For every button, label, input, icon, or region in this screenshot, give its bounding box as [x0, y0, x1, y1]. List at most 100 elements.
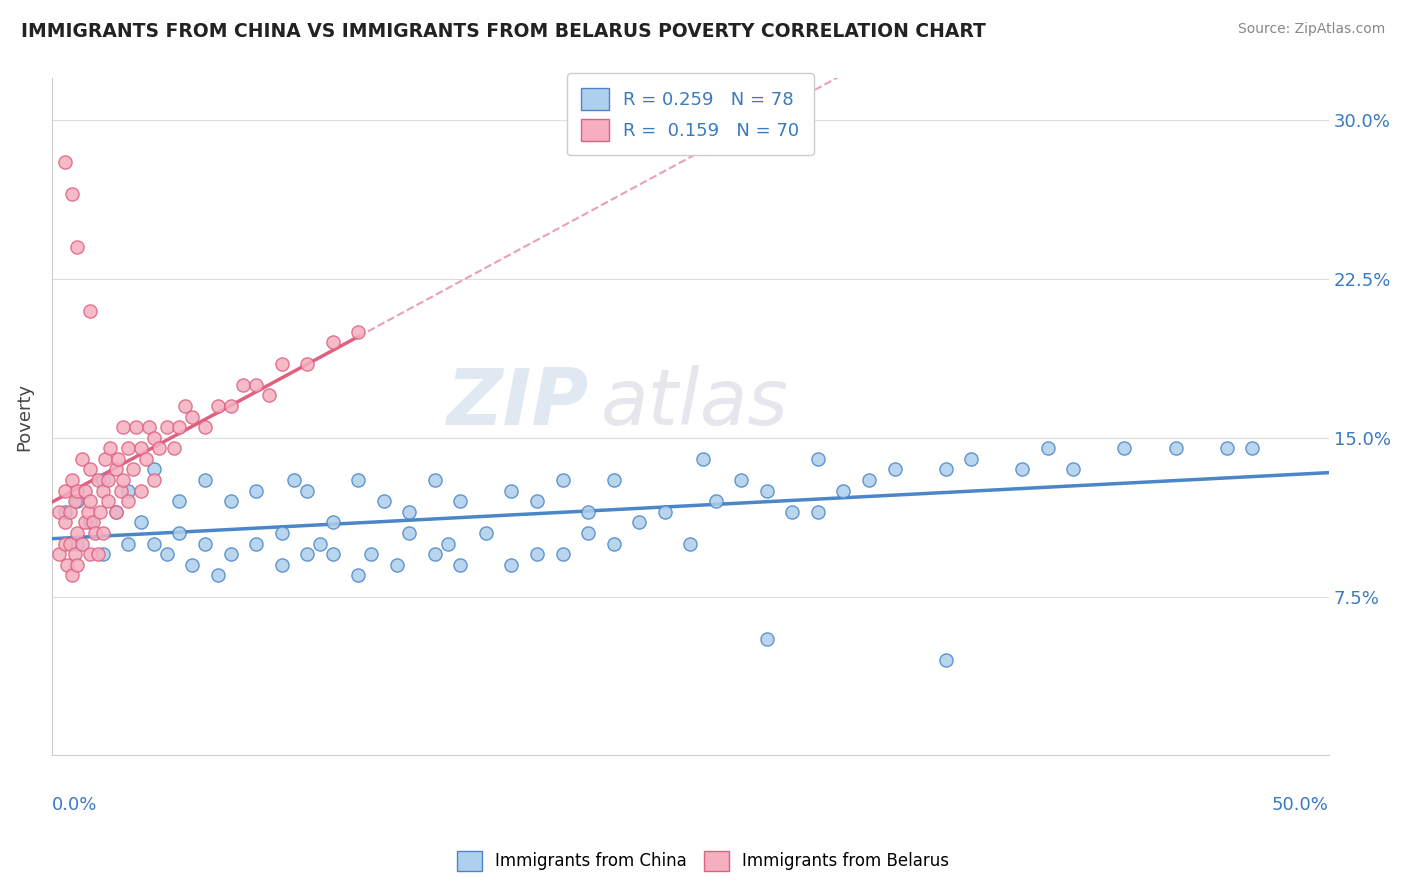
- Point: [91, 483, 114, 498]
- Point: [53, 536, 76, 550]
- Point: [129, 483, 152, 498]
- Point: [63, 547, 86, 561]
- Point: [122, 462, 145, 476]
- Point: [501, 483, 523, 498]
- Point: [89, 505, 111, 519]
- Point: [551, 473, 574, 487]
- Point: [87, 547, 110, 561]
- Point: [48, 505, 70, 519]
- Point: [110, 483, 132, 498]
- Point: [66, 483, 89, 498]
- Point: [169, 494, 191, 508]
- Point: [576, 505, 599, 519]
- Point: [59, 505, 82, 519]
- Point: [79, 494, 101, 508]
- Point: [72, 536, 94, 550]
- Point: [807, 505, 830, 519]
- Point: [283, 473, 305, 487]
- Point: [679, 536, 702, 550]
- Point: [181, 409, 204, 424]
- Point: [270, 357, 292, 371]
- Point: [347, 568, 370, 582]
- Point: [104, 462, 127, 476]
- Point: [322, 516, 344, 530]
- Point: [173, 399, 195, 413]
- Point: [97, 494, 120, 508]
- Point: [423, 547, 446, 561]
- Point: [66, 558, 89, 572]
- Point: [347, 473, 370, 487]
- Legend: R = 0.259   N = 78, R =  0.159   N = 70: R = 0.259 N = 78, R = 0.159 N = 70: [567, 73, 814, 155]
- Text: ZIP: ZIP: [446, 365, 588, 441]
- Point: [94, 451, 117, 466]
- Point: [53, 483, 76, 498]
- Point: [347, 325, 370, 339]
- Point: [576, 526, 599, 541]
- Point: [730, 473, 752, 487]
- Point: [169, 526, 191, 541]
- Point: [142, 536, 165, 550]
- Point: [398, 526, 420, 541]
- Point: [79, 547, 101, 561]
- Point: [48, 547, 70, 561]
- Point: [79, 303, 101, 318]
- Point: [53, 516, 76, 530]
- Point: [63, 494, 86, 508]
- Point: [270, 526, 292, 541]
- Point: [219, 494, 242, 508]
- Point: [219, 399, 242, 413]
- Point: [142, 431, 165, 445]
- Point: [322, 547, 344, 561]
- Point: [107, 451, 129, 466]
- Point: [1114, 442, 1136, 456]
- Point: [322, 335, 344, 350]
- Point: [97, 473, 120, 487]
- Point: [501, 558, 523, 572]
- Point: [883, 462, 905, 476]
- Point: [449, 558, 471, 572]
- Point: [66, 536, 89, 550]
- Legend: Immigrants from China, Immigrants from Belarus: Immigrants from China, Immigrants from B…: [449, 842, 957, 880]
- Point: [654, 505, 676, 519]
- Point: [194, 473, 217, 487]
- Point: [84, 526, 107, 541]
- Point: [782, 505, 804, 519]
- Point: [125, 420, 148, 434]
- Point: [138, 420, 160, 434]
- Point: [104, 505, 127, 519]
- Point: [704, 494, 727, 508]
- Point: [385, 558, 408, 572]
- Point: [207, 399, 229, 413]
- Point: [163, 442, 186, 456]
- Point: [257, 388, 280, 402]
- Point: [56, 558, 79, 572]
- Point: [76, 505, 98, 519]
- Point: [1164, 442, 1187, 456]
- Point: [117, 536, 139, 550]
- Point: [526, 547, 548, 561]
- Point: [100, 442, 122, 456]
- Point: [142, 473, 165, 487]
- Point: [135, 451, 157, 466]
- Point: [832, 483, 855, 498]
- Point: [449, 494, 471, 508]
- Point: [53, 155, 76, 169]
- Point: [436, 536, 458, 550]
- Point: [66, 526, 89, 541]
- Point: [156, 420, 179, 434]
- Point: [245, 483, 267, 498]
- Point: [73, 483, 96, 498]
- Point: [295, 357, 318, 371]
- Point: [91, 473, 114, 487]
- Point: [60, 187, 83, 202]
- Point: [60, 473, 83, 487]
- Point: [129, 442, 152, 456]
- Point: [66, 494, 89, 508]
- Point: [692, 451, 714, 466]
- Point: [53, 505, 76, 519]
- Y-axis label: Poverty: Poverty: [15, 383, 32, 450]
- Point: [59, 536, 82, 550]
- Point: [270, 558, 292, 572]
- Text: IMMIGRANTS FROM CHINA VS IMMIGRANTS FROM BELARUS POVERTY CORRELATION CHART: IMMIGRANTS FROM CHINA VS IMMIGRANTS FROM…: [21, 22, 986, 41]
- Point: [112, 420, 135, 434]
